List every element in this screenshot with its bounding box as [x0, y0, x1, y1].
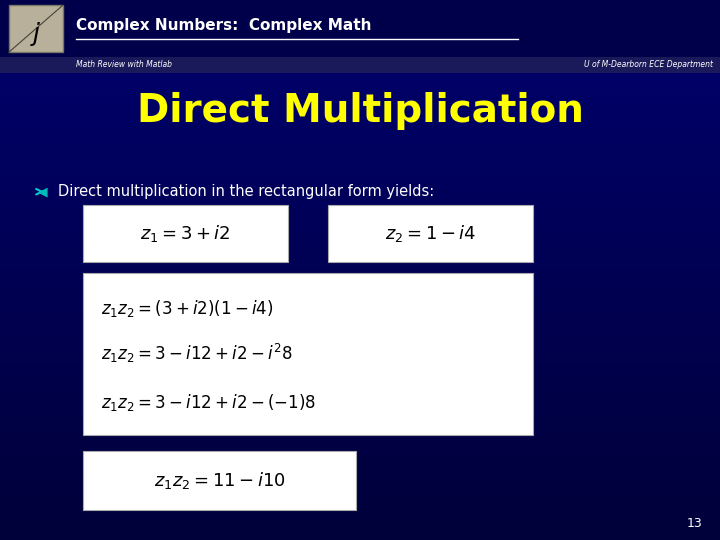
Text: 13: 13	[686, 517, 702, 530]
FancyBboxPatch shape	[0, 57, 720, 73]
Text: Direct multiplication in the rectangular form yields:: Direct multiplication in the rectangular…	[58, 184, 434, 199]
Text: Direct Multiplication: Direct Multiplication	[137, 92, 583, 130]
Text: $z_1 = 3 + i2$: $z_1 = 3 + i2$	[140, 223, 230, 244]
Text: $z_1 z_2 = 3 - i12 + i2 - i^2 8$: $z_1 z_2 = 3 - i12 + i2 - i^2 8$	[101, 342, 292, 365]
Text: U of M-Dearborn ECE Department: U of M-Dearborn ECE Department	[584, 60, 713, 69]
FancyBboxPatch shape	[83, 205, 288, 262]
Text: $z_1 z_2 = 3 - i12 + i2 - (-1)8$: $z_1 z_2 = 3 - i12 + i2 - (-1)8$	[101, 392, 316, 413]
Text: Complex Numbers:  Complex Math: Complex Numbers: Complex Math	[76, 18, 371, 33]
FancyBboxPatch shape	[0, 0, 720, 73]
Text: $\mathit{j}$: $\mathit{j}$	[30, 20, 42, 48]
FancyBboxPatch shape	[9, 5, 63, 52]
Text: ◀: ◀	[38, 185, 48, 198]
Text: $z_2 = 1 - i4$: $z_2 = 1 - i4$	[384, 223, 476, 244]
Text: $z_1 z_2 = (3 + i2)(1 - i4)$: $z_1 z_2 = (3 + i2)(1 - i4)$	[101, 298, 274, 319]
Text: $z_1 z_2 = 11 - i10$: $z_1 z_2 = 11 - i10$	[154, 470, 285, 491]
Text: Math Review with Matlab: Math Review with Matlab	[76, 60, 171, 69]
FancyBboxPatch shape	[83, 451, 356, 510]
FancyBboxPatch shape	[83, 273, 533, 435]
FancyBboxPatch shape	[328, 205, 533, 262]
